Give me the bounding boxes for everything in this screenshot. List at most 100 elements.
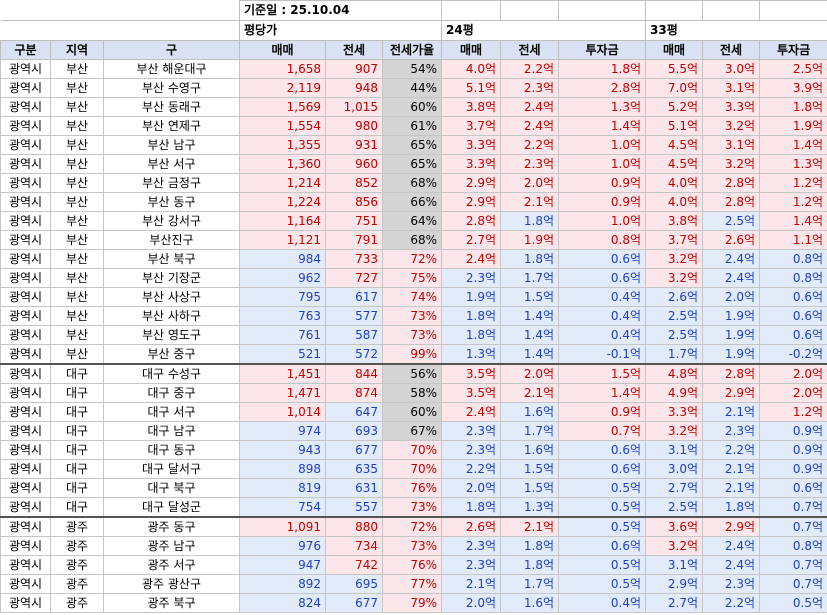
blank-cell[interactable] — [0, 0, 240, 21]
cell-type[interactable]: 광역시 — [0, 593, 51, 613]
cell-j33[interactable]: 2.3억 — [702, 574, 761, 594]
cell-sale[interactable]: 2,119 — [239, 78, 327, 98]
cell-s24[interactable]: 3.3억 — [441, 154, 502, 174]
cell-region[interactable]: 부산 — [50, 116, 104, 136]
cell-i24[interactable]: 0.4억 — [558, 325, 647, 345]
cell-i33[interactable]: 0.7억 — [759, 497, 827, 518]
cell-ratio[interactable]: 60% — [382, 97, 443, 117]
cell-i33[interactable]: 1.8억 — [759, 97, 827, 117]
cell-region[interactable]: 부산 — [50, 135, 104, 155]
cell-gu[interactable]: 부산 동래구 — [102, 97, 241, 117]
cell-jeonse[interactable]: 880 — [325, 516, 384, 537]
cell-i33[interactable]: 0.9억 — [759, 459, 827, 479]
cell-type[interactable]: 광역시 — [0, 230, 51, 250]
cell-sale[interactable]: 521 — [239, 344, 327, 365]
cell-i33[interactable]: 1.2억 — [759, 173, 827, 193]
cell-jeonse[interactable]: 587 — [325, 325, 384, 345]
cell-s24[interactable]: 1.9억 — [441, 287, 502, 307]
cell-j33[interactable]: 2.4억 — [702, 536, 761, 556]
cell-j33[interactable]: 2.5억 — [702, 211, 761, 231]
cell-type[interactable]: 광역시 — [0, 383, 51, 403]
cell-region[interactable]: 부산 — [50, 59, 104, 79]
cell-ratio[interactable]: 72% — [382, 249, 443, 269]
cell-i33[interactable]: 0.9억 — [759, 421, 827, 441]
cell-ratio[interactable]: 76% — [382, 478, 443, 498]
cell-gu[interactable]: 부산 중구 — [102, 344, 241, 365]
cell-region[interactable]: 광주 — [50, 555, 104, 575]
cell-s33[interactable]: 3.1억 — [645, 440, 704, 460]
cell-s24[interactable]: 5.1억 — [441, 78, 502, 98]
cell-s24[interactable]: 2.9억 — [441, 173, 502, 193]
cell-sale[interactable]: 824 — [239, 593, 327, 613]
cell-ratio[interactable]: 66% — [382, 192, 443, 212]
cell-gu[interactable]: 부산 사하구 — [102, 306, 241, 326]
cell-j33[interactable]: 2.8억 — [702, 173, 761, 193]
cell-jeonse[interactable]: 693 — [325, 421, 384, 441]
cell-i24[interactable]: 1.0억 — [558, 154, 647, 174]
cell-sale[interactable]: 1,224 — [239, 192, 327, 212]
cell-gu[interactable]: 대구 수성구 — [102, 363, 241, 384]
cell-type[interactable]: 광역시 — [0, 59, 51, 79]
cell-s24[interactable]: 4.0억 — [441, 59, 502, 79]
cell-jeonse[interactable]: 577 — [325, 306, 384, 326]
cell-region[interactable]: 광주 — [50, 574, 104, 594]
cell-jeonse[interactable]: 931 — [325, 135, 384, 155]
cell-i24[interactable]: 0.9억 — [558, 402, 647, 422]
cell-region[interactable]: 대구 — [50, 459, 104, 479]
cell-i24[interactable]: 0.6억 — [558, 536, 647, 556]
cell-type[interactable]: 광역시 — [0, 497, 51, 518]
cell-s33[interactable]: 4.0억 — [645, 173, 704, 193]
cell-jeonse[interactable]: 631 — [325, 478, 384, 498]
cell-j24[interactable]: 2.3억 — [500, 78, 560, 98]
cell-jeonse[interactable]: 695 — [325, 574, 384, 594]
empty-cell[interactable] — [645, 0, 704, 21]
cell-j24[interactable]: 2.2억 — [500, 135, 560, 155]
cell-i24[interactable]: 0.9억 — [558, 173, 647, 193]
cell-gu[interactable]: 부산 해운대구 — [102, 59, 241, 79]
cell-gu[interactable]: 부산 기장군 — [102, 268, 241, 288]
cell-ratio[interactable]: 79% — [382, 593, 443, 613]
cell-gu[interactable]: 부산 동구 — [102, 192, 241, 212]
cell-s24[interactable]: 1.8억 — [441, 497, 502, 518]
cell-j24[interactable]: 1.4억 — [500, 344, 560, 365]
cell-type[interactable]: 광역시 — [0, 440, 51, 460]
empty-cell[interactable] — [500, 0, 560, 21]
cell-j33[interactable]: 2.8억 — [702, 192, 761, 212]
cell-ratio[interactable]: 65% — [382, 154, 443, 174]
cell-sale[interactable]: 898 — [239, 459, 327, 479]
cell-s24[interactable]: 2.0억 — [441, 478, 502, 498]
cell-i24[interactable]: 0.4억 — [558, 593, 647, 613]
cell-i33[interactable]: 1.4억 — [759, 135, 827, 155]
cell-j24[interactable]: 2.3억 — [500, 154, 560, 174]
cell-region[interactable]: 부산 — [50, 154, 104, 174]
cell-j33[interactable]: 2.4억 — [702, 268, 761, 288]
cell-j24[interactable]: 1.6억 — [500, 402, 560, 422]
cell-i33[interactable]: 2.5억 — [759, 59, 827, 79]
cell-region[interactable]: 부산 — [50, 268, 104, 288]
cell-jeonse[interactable]: 635 — [325, 459, 384, 479]
cell-i33[interactable]: 0.9억 — [759, 440, 827, 460]
cell-i24[interactable]: 1.3억 — [558, 97, 647, 117]
cell-jeonse[interactable]: 617 — [325, 287, 384, 307]
cell-i33[interactable]: 0.8억 — [759, 536, 827, 556]
cell-i33[interactable]: 0.6억 — [759, 306, 827, 326]
empty-cell[interactable] — [558, 0, 647, 21]
cell-j24[interactable]: 2.4억 — [500, 116, 560, 136]
cell-j24[interactable]: 1.5억 — [500, 478, 560, 498]
cell-jeonse[interactable]: 734 — [325, 536, 384, 556]
cell-s24[interactable]: 2.3억 — [441, 268, 502, 288]
cell-sale[interactable]: 819 — [239, 478, 327, 498]
cell-sale[interactable]: 962 — [239, 268, 327, 288]
cell-type[interactable]: 광역시 — [0, 249, 51, 269]
cell-i33[interactable]: 1.4억 — [759, 211, 827, 231]
cell-gu[interactable]: 부산 금정구 — [102, 173, 241, 193]
group-header-price-per-pyeong[interactable]: 평당가 — [239, 20, 443, 41]
cell-i24[interactable]: 1.4억 — [558, 383, 647, 403]
cell-sale[interactable]: 1,355 — [239, 135, 327, 155]
cell-sale[interactable]: 947 — [239, 555, 327, 575]
cell-i24[interactable]: 0.6억 — [558, 459, 647, 479]
cell-ratio[interactable]: 75% — [382, 268, 443, 288]
cell-j24[interactable]: 2.1억 — [500, 516, 560, 537]
cell-sale[interactable]: 763 — [239, 306, 327, 326]
cell-sale[interactable]: 1,214 — [239, 173, 327, 193]
